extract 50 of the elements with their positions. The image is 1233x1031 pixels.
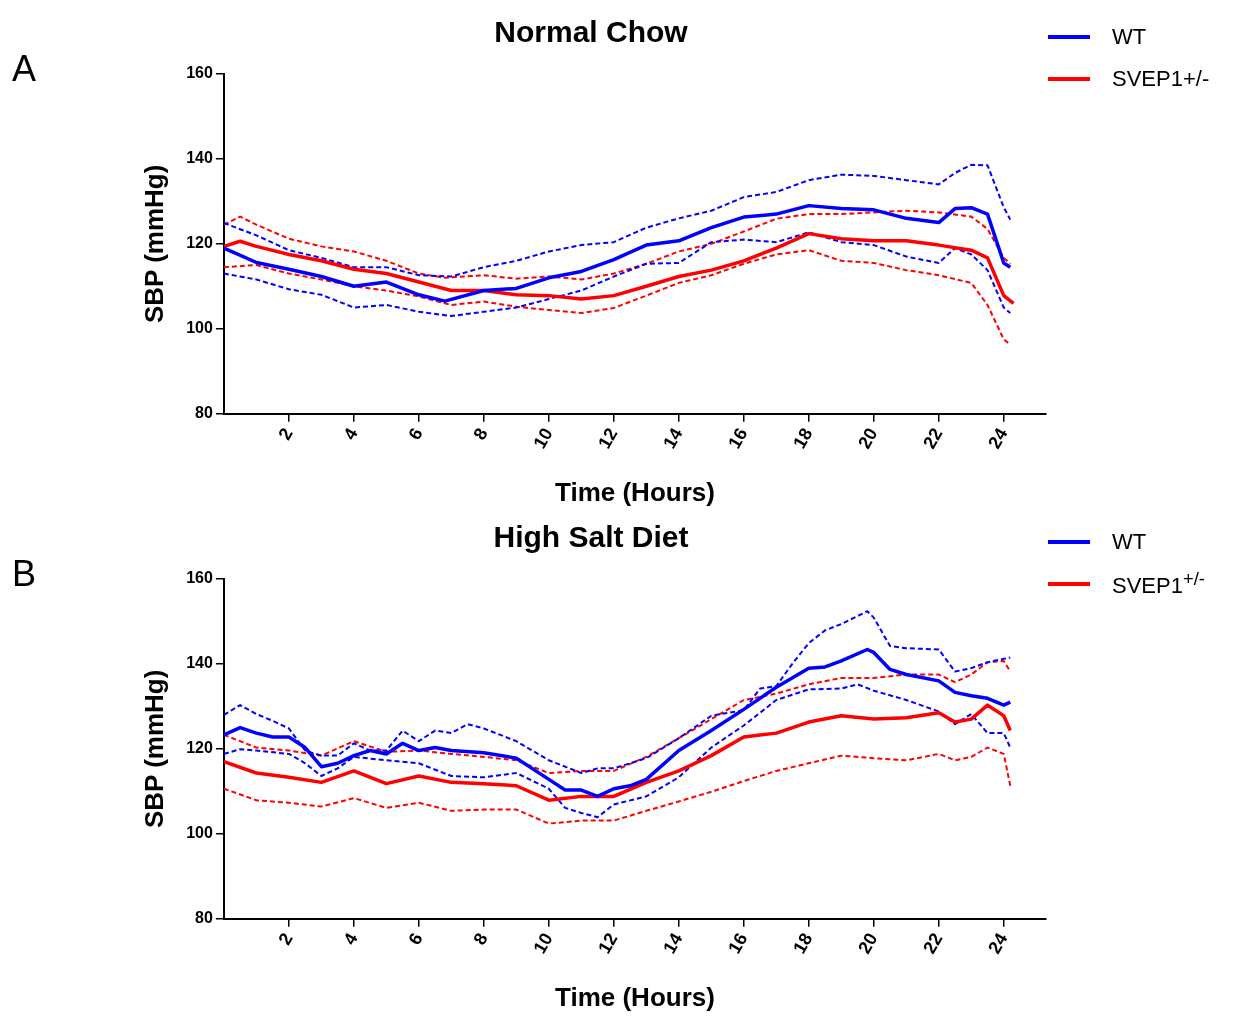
- y-tick-label: 160: [186, 569, 213, 587]
- x-tick-label: 14: [659, 424, 687, 452]
- x-tick-label: 14: [659, 929, 687, 957]
- x-tick-label: 10: [529, 424, 557, 452]
- y-tick-label: 100: [186, 824, 213, 842]
- line-series: [223, 659, 1012, 775]
- y-tick-label: 140: [186, 149, 213, 167]
- x-tick-label: 16: [724, 424, 752, 452]
- x-tick-label: 2: [274, 424, 297, 444]
- x-tick-label: 20: [854, 424, 882, 452]
- x-tick-label: 10: [529, 929, 557, 957]
- x-tick-label: 24: [984, 424, 1012, 452]
- x-tick-label: 22: [919, 929, 947, 957]
- x-tick-label: 8: [469, 424, 492, 444]
- y-tick-label: 120: [186, 739, 213, 757]
- y-tick-label: 160: [186, 64, 213, 82]
- x-axis-title: Time (Hours): [555, 981, 715, 1012]
- legend-label: SVEP1$^{+/-}$: [1112, 568, 1205, 600]
- x-tick-label: 22: [919, 424, 947, 452]
- x-tick-label: 4: [339, 929, 362, 949]
- line-series: [223, 163, 1012, 278]
- legend-label: SVEP1+/-: [1112, 66, 1210, 92]
- x-tick-label: 8: [469, 929, 492, 949]
- x-tick-label: 20: [854, 929, 882, 957]
- x-tick-label: 6: [404, 424, 427, 444]
- text: A: [12, 48, 37, 90]
- y-tick-label: 140: [186, 654, 213, 672]
- y-tick-label: 80: [195, 404, 213, 422]
- x-tick-label: 12: [594, 929, 622, 957]
- x-tick-label: 24: [984, 929, 1012, 957]
- x-tick-label: 6: [404, 929, 427, 949]
- chart-title: Normal Chow: [494, 15, 689, 49]
- y-axis-title: SBP (mmHg): [138, 164, 169, 324]
- y-axis-title: SBP (mmHg): [138, 669, 169, 829]
- x-axis-title: Time (Hours): [555, 476, 715, 507]
- legend-label: WT: [1112, 24, 1147, 50]
- x-tick-label: 16: [724, 929, 752, 957]
- x-tick-label: 4: [339, 424, 362, 444]
- y-tick-label: 120: [186, 234, 213, 252]
- x-tick-label: 18: [789, 929, 817, 957]
- y-tick-label: 80: [195, 909, 213, 927]
- line-series: [223, 209, 1012, 281]
- x-tick-label: 2: [274, 929, 297, 949]
- x-tick-label: 18: [789, 424, 817, 452]
- legend-label: WT: [1112, 529, 1147, 555]
- text: B: [12, 553, 37, 595]
- chart-title: High Salt Diet: [493, 520, 689, 554]
- y-tick-label: 100: [186, 319, 213, 337]
- line-series: [223, 746, 1012, 825]
- x-tick-label: 12: [594, 424, 622, 452]
